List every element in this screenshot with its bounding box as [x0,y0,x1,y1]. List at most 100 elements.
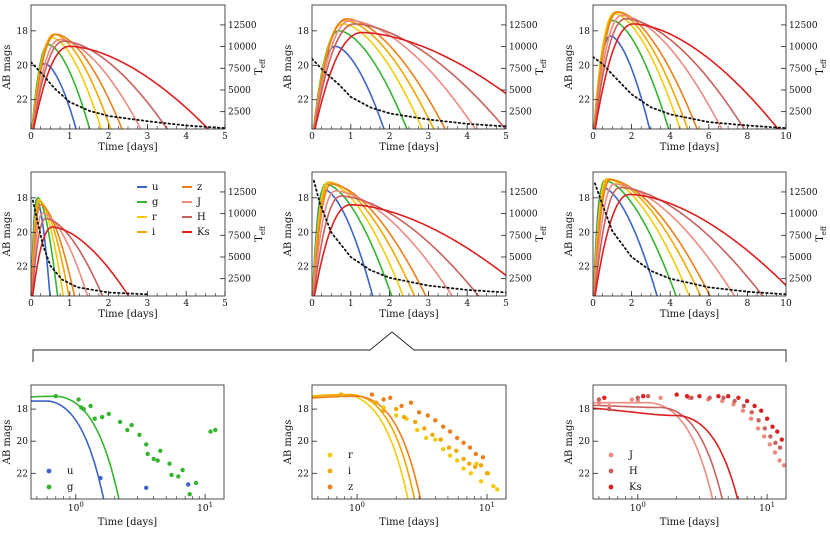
data-point-i [338,392,343,397]
data-point-z [388,395,393,400]
model-curve-J [31,212,89,296]
data-point-z [480,455,486,460]
legend-label-Ks: Ks [629,482,642,493]
x-tick-label: 3 [145,299,151,309]
legend-marker-z [327,484,333,490]
model-overlay-g [31,395,120,499]
data-point-i [467,461,472,466]
y-axis-label: AB mags [283,212,294,258]
panel-frame [592,384,787,500]
data-point-z [441,424,446,429]
data-point-r [491,484,496,489]
y2-axis-label: Teff [815,225,828,242]
data-point-z [455,435,460,441]
x-tick-label: 2 [106,132,112,142]
data-point-H [689,395,694,400]
x-tick-label: 1 [67,299,73,309]
panel-frame [30,4,226,130]
data-point-Ks [726,394,731,399]
x-tick-label: 1 [348,299,354,309]
data-point-Ks [775,429,780,434]
y-tick-label: 18 [298,194,310,204]
y2-tick-label: 7500 [789,231,812,241]
data-point-Ks [779,437,784,442]
y2-axis-label-sub: eff [820,225,828,235]
data-point-g [76,397,81,402]
legend-label-r: r [152,212,157,223]
x-tick-label: 100 [68,501,84,514]
y2-tick-label: 5000 [789,86,812,96]
x-tick-exponent: 0 [641,501,645,509]
panel-frame [311,171,507,297]
x-tick-label: 2 [106,299,112,309]
model-curve-g [593,179,677,296]
x-tick-label: 4 [464,132,470,142]
data-point-H [749,410,754,415]
y2-axis-label-sub: eff [540,225,548,235]
y2-axis-label-sub: eff [259,58,267,68]
model-panel-5: 0 1 2 3 4 5 18 20 22 2500 5000 7500 10000 12500 Time [… [283,171,548,320]
x-tick-exponent: 1 [491,501,495,509]
data-point-J [596,400,602,405]
data-point-z [467,445,473,450]
data-point-J [772,450,778,455]
x-tick-label: 100 [630,501,646,514]
data-point-g [81,406,86,412]
panel-frame [30,384,225,500]
x-tick-exponent: 1 [771,501,775,509]
model-curve-Ks [31,226,130,296]
data-point-g [125,427,130,433]
model-curve-H [593,18,746,129]
data-point-z [447,429,453,434]
x-tick-label: 100 [349,501,365,514]
data-point-J [767,442,772,447]
y2-tick-label: 10000 [509,210,538,220]
x-tick-label: 6 [706,132,712,142]
y2-tick-label: 10000 [228,210,257,220]
data-point-H [707,395,712,400]
legend-label-i: i [152,227,155,238]
model-curve-i [31,33,112,129]
data-point-J [755,426,761,431]
model-curves [312,18,506,129]
y2-axis-label: Teff [535,225,548,242]
data-point-i [430,432,435,437]
data-point-i [446,445,452,450]
model-panel-3: 0 2 4 6 8 10 18 20 22 2500 5000 7500 10000 12500 Time … [564,4,828,153]
data-content [593,392,786,499]
data-point-H [773,440,778,445]
data-point-z [461,440,466,445]
x-tick-label: 101 [479,501,495,514]
data-point-g [100,414,105,420]
x-tick-label: 5 [503,299,509,309]
model-curve-z [312,183,427,296]
x-axis-label: Time [days] [98,517,157,528]
x-tick-label: 2 [629,132,635,142]
x-tick-label: 2 [629,299,635,309]
x-tick-exponent: 1 [209,501,213,509]
model-curve-H [313,23,506,129]
x-axis-label: Time [days] [379,142,438,153]
data-point-z [399,403,404,409]
legend-label-z: z [348,482,353,493]
y-tick-label: 20 [579,437,591,447]
legend-marker-H [608,468,614,474]
y-tick-label: 22 [298,263,309,273]
y2-tick-label: 10000 [509,43,538,53]
model-curves [593,178,786,296]
model-panel-2: 0 1 2 3 4 5 18 20 22 2500 5000 7500 10000 12500 Time [… [283,4,548,153]
model-overlay-i [312,393,416,499]
y2-tick-label: 10000 [228,43,257,53]
y2-axis-label: Teff [254,225,267,242]
x-tick-label: 0 [590,299,596,309]
model-curve-i [593,11,689,129]
data-point-Ks [764,416,770,421]
y2-axis-label-sub: eff [540,58,548,68]
data-point-J [777,458,782,463]
y-tick-label: 18 [17,194,29,204]
data-point-u [98,475,103,481]
data-point-i [381,408,386,413]
data-point-Ks [736,395,741,400]
y-axis-label: AB mags [564,45,575,91]
